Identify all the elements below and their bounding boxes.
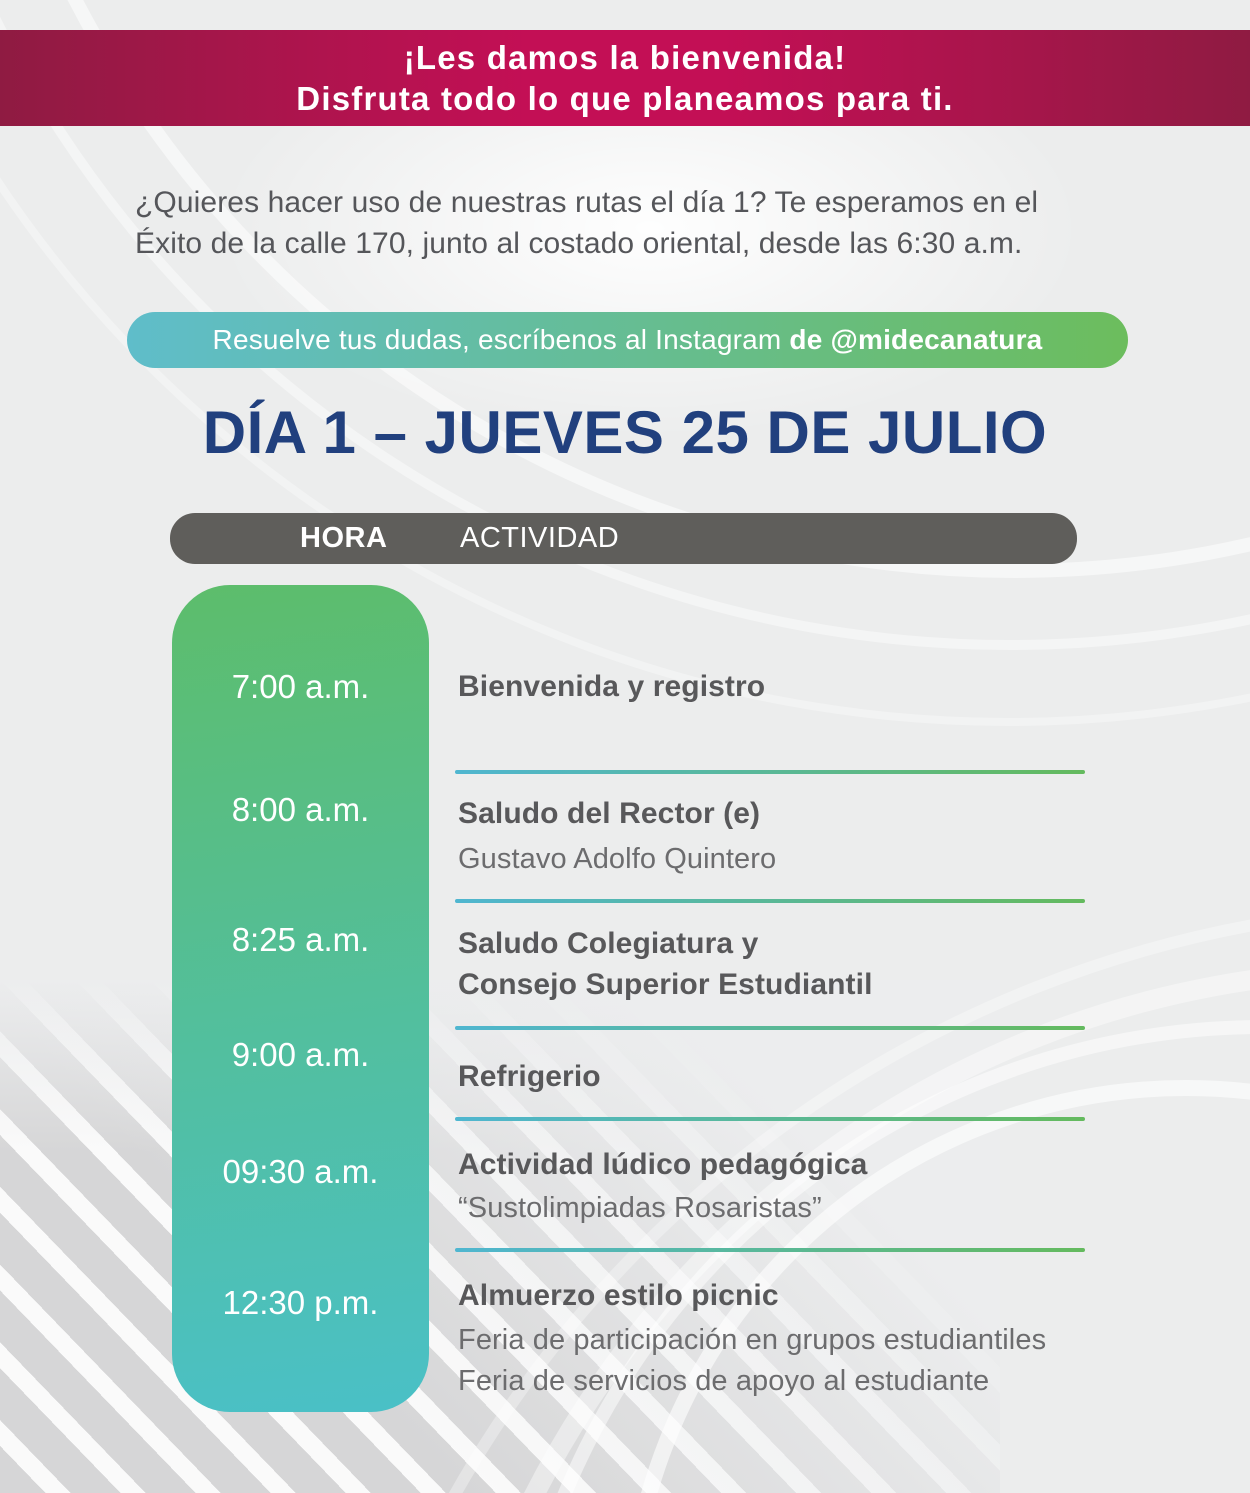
row-divider-2: [455, 899, 1085, 903]
table-header-bar: HORA ACTIVIDAD: [170, 513, 1077, 564]
intro-line-2: Éxito de la calle 170, junto al costado …: [135, 227, 1023, 260]
row-divider-5: [455, 1248, 1085, 1252]
activity-1-title: Bienvenida y registro: [458, 670, 766, 703]
activity-5-title: Actividad lúdico pedagógica: [458, 1148, 868, 1181]
time-row-3: 8:25 a.m.: [231, 921, 370, 958]
activity-6-detail-2: Feria de servicios de apoyo al estudiant…: [458, 1365, 990, 1397]
activity-3-title-line-1: Saludo Colegiatura y: [458, 927, 759, 960]
activity-2-title: Saludo del Rector (e): [458, 797, 761, 830]
row-divider-1: [455, 770, 1085, 774]
welcome-banner: ¡Les damos la bienvenida! Disfruta todo …: [0, 30, 1250, 126]
intro-line-1: ¿Quieres hacer uso de nuestras rutas el …: [135, 186, 1039, 219]
time-row-1: 7:00 a.m.: [231, 668, 370, 705]
instagram-help-pill: Resuelve tus dudas, escríbenos al Instag…: [127, 312, 1128, 368]
activity-4-title: Refrigerio: [458, 1060, 601, 1093]
decorative-ring: [500, 1020, 1250, 1493]
row-divider-3: [455, 1026, 1085, 1030]
activity-6-detail-1: Feria de participación en grupos estudia…: [458, 1324, 1047, 1356]
time-row-6: 12:30 p.m.: [222, 1284, 379, 1321]
time-column: [172, 585, 429, 1412]
row-divider-4: [455, 1117, 1085, 1121]
activity-5-detail: “Sustolimpiadas Rosaristas”: [458, 1192, 822, 1224]
activity-6-title: Almuerzo estilo picnic: [458, 1279, 779, 1312]
time-row-2: 8:00 a.m.: [231, 791, 370, 828]
time-row-4: 9:00 a.m.: [231, 1036, 370, 1073]
intro-text: ¿Quieres hacer uso de nuestras rutas el …: [135, 182, 1145, 264]
pill-instagram-handle: de @midecanatura: [789, 324, 1043, 355]
activity-3-title-line-2: Consejo Superior Estudiantil: [458, 968, 873, 1001]
banner-line-1: ¡Les damos la bienvenida!: [403, 39, 847, 76]
pill-text: Resuelve tus dudas, escríbenos al Instag…: [212, 324, 790, 355]
time-row-5: 09:30 a.m.: [222, 1153, 379, 1190]
day-heading: DÍA 1 – JUEVES 25 DE JULIO: [202, 399, 1048, 466]
actividad-column-label: ACTIVIDAD: [460, 522, 620, 554]
banner-line-2: Disfruta todo lo que planeamos para ti.: [296, 80, 954, 117]
hora-column-label: HORA: [300, 522, 388, 554]
activity-2-detail: Gustavo Adolfo Quintero: [458, 843, 777, 875]
decorative-stripes: [0, 980, 1000, 1493]
